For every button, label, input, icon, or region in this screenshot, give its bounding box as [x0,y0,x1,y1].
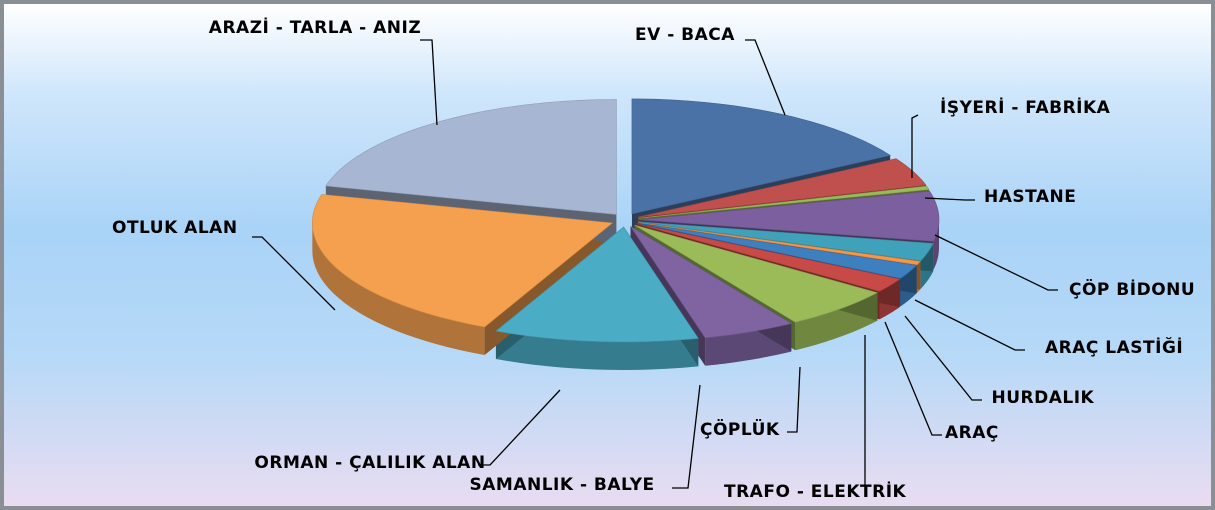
leader-line [478,389,561,466]
pie-slice [638,185,930,219]
pie-slice [631,98,891,215]
pie-slice [634,224,879,323]
leader-line [745,39,786,116]
slice-label: ÇÖPLÜK [700,420,780,440]
slice-label: ORMAN - ÇALILIK ALAN [254,453,486,473]
leader-line [884,321,942,436]
slice-label: ÇÖP BİDONU [1069,280,1196,300]
slice-label: ARAÇ LASTİĞİ [1045,338,1184,358]
slice-label: ARAÇ [945,423,999,443]
slice-label: TRAFO - ELEKTRİK [724,482,907,502]
slice-label: HURDALIK [991,388,1095,408]
leader-line [672,384,701,489]
slice-label: ARAZİ - TARLA - ANIZ [208,18,422,38]
leader-line [904,315,982,401]
pie-slice [638,222,921,266]
leader-line [787,366,801,433]
slice-label: OTLUK ALAN [112,218,238,238]
leader-line [934,234,1058,291]
slice-label: SAMANLIK - BALYE [469,475,655,495]
pie-slice [637,158,927,218]
pie-slice [495,226,699,343]
pie-slice [638,221,934,262]
slice-side [312,222,485,356]
slice-label: EV - BACA [635,25,735,45]
leader-line [924,197,975,201]
pie-slice [637,222,918,279]
pie-slice [325,99,617,215]
slice-tops [312,98,940,343]
pie-slice [312,194,614,328]
pie-slice [636,223,901,292]
leader-line [911,114,919,178]
pie-slice [638,190,940,242]
leader-line [252,236,336,311]
slice-label: İŞYERİ - FABRİKA [940,98,1111,118]
leader-line [914,299,1025,351]
slice-side [495,331,699,370]
leader-line [420,39,438,126]
pie-slice [630,226,793,339]
slice-side [933,219,939,270]
slice-label: HASTANE [984,187,1077,207]
